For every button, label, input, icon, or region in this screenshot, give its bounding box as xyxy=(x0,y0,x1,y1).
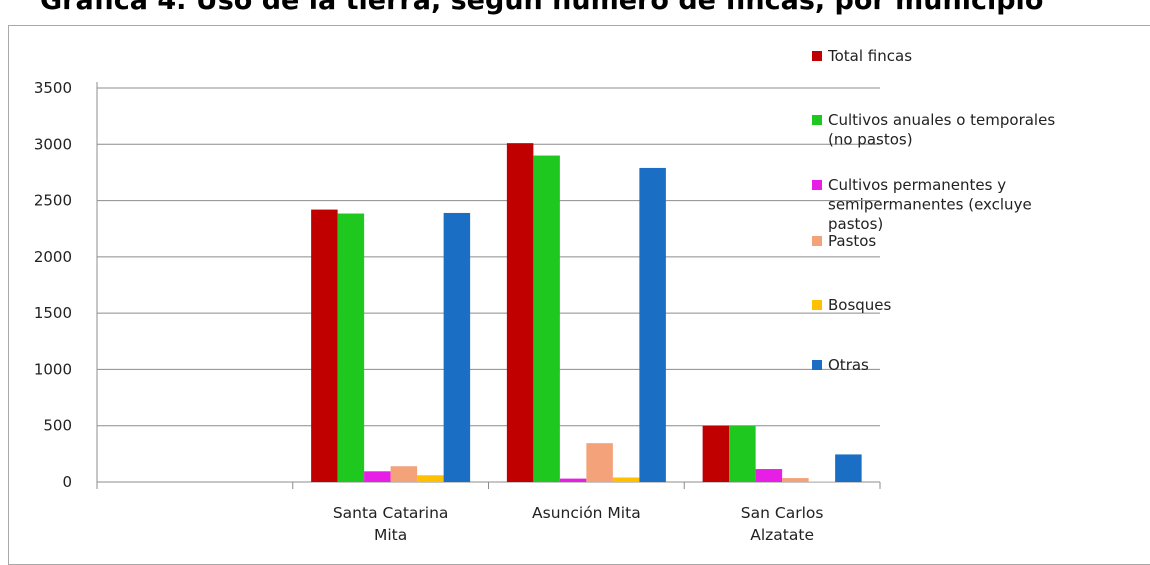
legend-label: Pastos xyxy=(828,232,876,250)
y-tick-label: 2500 xyxy=(34,192,72,210)
x-category-label: San Carlos xyxy=(741,504,824,522)
x-category-label: Asunción Mita xyxy=(532,504,641,522)
bar xyxy=(808,481,836,482)
bar xyxy=(364,471,391,482)
legend: Total fincas Cultivos anuales o temporale… xyxy=(812,47,1055,374)
bar xyxy=(533,155,560,483)
gridlines xyxy=(97,87,880,427)
bar xyxy=(755,469,783,482)
legend-swatch xyxy=(812,51,822,61)
legend-swatch xyxy=(812,300,822,310)
bar xyxy=(417,475,444,482)
y-tick-labels: 0 500 1000 1500 2000 2500 3000 3500 xyxy=(34,79,72,491)
y-tick-label: 3500 xyxy=(34,79,72,97)
legend-label: Total fincas xyxy=(827,47,912,65)
x-category-label: Santa Catarina xyxy=(333,504,449,522)
legend-label: (no pastos) xyxy=(828,131,913,149)
legend-label: Bosques xyxy=(828,296,892,314)
bar xyxy=(702,425,730,482)
bar xyxy=(443,212,471,482)
bar xyxy=(337,213,365,482)
bar xyxy=(782,478,809,482)
bar xyxy=(559,478,587,482)
axes xyxy=(96,82,881,489)
bar xyxy=(729,425,756,482)
legend-label: Cultivos permanentes y xyxy=(828,176,1006,194)
x-category-label: Mita xyxy=(374,526,407,544)
bar xyxy=(835,454,862,482)
x-category-label: Alzatate xyxy=(750,526,814,544)
y-tick-label: 3000 xyxy=(34,135,72,153)
y-tick-label: 1000 xyxy=(34,360,72,378)
bar xyxy=(639,167,666,482)
legend-swatch xyxy=(812,115,822,125)
bar xyxy=(390,466,418,482)
x-category-labels: Santa Catarina Mita Asunción Mita San Carlo… xyxy=(333,504,824,544)
legend-swatch xyxy=(812,236,822,246)
bar xyxy=(612,477,640,482)
chart-title: Gráfica 4. Uso de la tierra, según númer… xyxy=(40,0,1044,16)
legend-label: pastos) xyxy=(828,215,883,233)
bars xyxy=(311,143,862,483)
bar xyxy=(311,209,338,482)
bar-chart: 0 500 1000 1500 2000 2500 3000 3500 Santa Catar… xyxy=(34,47,1056,544)
bar xyxy=(506,143,534,482)
y-tick-label: 0 xyxy=(62,473,72,491)
y-tick-label: 500 xyxy=(43,417,72,435)
y-tick-label: 2000 xyxy=(34,248,72,266)
legend-label: semipermanentes (excluye xyxy=(828,196,1032,214)
y-tick-label: 1500 xyxy=(34,304,72,322)
legend-label: Otras xyxy=(828,356,869,374)
bar xyxy=(586,443,613,482)
legend-label: Cultivos anuales o temporales xyxy=(828,111,1055,129)
legend-swatch xyxy=(812,180,822,190)
legend-swatch xyxy=(812,360,822,370)
